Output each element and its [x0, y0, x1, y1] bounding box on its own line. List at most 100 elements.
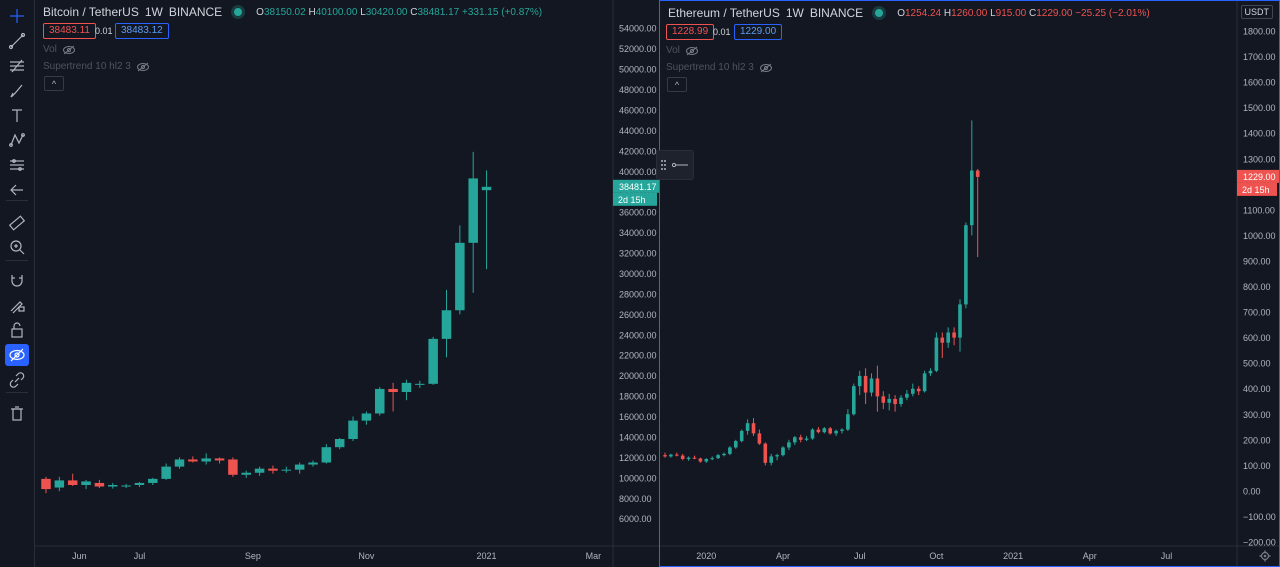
- price-tick-label: −200.00: [1243, 538, 1276, 548]
- candle-body: [704, 458, 709, 462]
- candle-body: [946, 332, 950, 343]
- lock-drawing-tool[interactable]: [5, 294, 29, 316]
- crosshair-tool[interactable]: [5, 5, 29, 27]
- collapse-legend-button[interactable]: ^: [44, 76, 64, 91]
- candle-body: [816, 429, 821, 433]
- buy-price-button[interactable]: 1229.00: [734, 24, 783, 40]
- candle-body: [375, 388, 385, 414]
- exchange-label: BINANCE: [168, 5, 223, 19]
- candle-body: [675, 454, 679, 456]
- back-arrow-icon: [10, 184, 23, 196]
- fib-retracement-icon: [10, 59, 24, 73]
- volume-indicator-legend[interactable]: Vol: [43, 44, 75, 55]
- price-tick-label: 200.00: [1243, 435, 1271, 445]
- trash-tool[interactable]: [5, 402, 29, 424]
- candle-body: [934, 337, 939, 371]
- toolbar-separator: [6, 200, 28, 201]
- ethereum-chart-canvas[interactable]: 1800.00 1700.00 1600.00 1500.00 1400.00 1300.…: [660, 1, 1279, 566]
- candle-body: [857, 375, 862, 387]
- interval-label[interactable]: 1W: [785, 6, 804, 20]
- pattern-tool[interactable]: [5, 129, 29, 151]
- candle-body: [692, 457, 697, 459]
- price-tick-label: 22000.00: [619, 351, 657, 361]
- candle-body: [734, 441, 738, 448]
- link-icon: [9, 372, 25, 388]
- brush-tool[interactable]: [5, 80, 29, 102]
- hidden-eye-icon[interactable]: [759, 63, 772, 73]
- hidden-eye-icon[interactable]: [136, 62, 149, 72]
- price-tick-label: 52000.00: [619, 44, 657, 54]
- price-tick-label: 1000.00: [1243, 231, 1276, 241]
- trend-line-tool[interactable]: [5, 30, 29, 52]
- candle-body: [922, 373, 927, 392]
- back-arrow-tool[interactable]: [5, 179, 29, 201]
- zoom-in-tool[interactable]: [5, 236, 29, 258]
- candle-body: [970, 170, 974, 226]
- last-price-value: 1229.00: [1243, 172, 1276, 182]
- last-price-label: 38481.17 2d 15h: [613, 179, 659, 206]
- candle-body: [852, 386, 856, 415]
- price-tick-label: 100.00: [1243, 461, 1271, 471]
- supertrend-indicator-legend[interactable]: Supertrend 10 hl2 3: [666, 62, 772, 73]
- candle-body: [710, 458, 714, 460]
- ohlc-values: O1254.24 H1260.00 L915.00 C1229.00 −25.2…: [897, 7, 1150, 19]
- time-tick-label: 2021: [1003, 551, 1023, 561]
- time-tick-label: Jul: [1161, 551, 1173, 561]
- supertrend-indicator-legend[interactable]: Supertrend 10 hl2 3: [43, 61, 149, 72]
- time-tick-label: Sep: [245, 551, 261, 561]
- candle-body: [840, 429, 844, 431]
- price-tick-label: 42000.00: [619, 146, 657, 156]
- zoom-in-icon: [10, 240, 25, 255]
- price-tick-label: 1100.00: [1243, 205, 1275, 215]
- change-value: +331.15 (+0.87%): [461, 6, 543, 18]
- candle-body: [739, 430, 744, 442]
- candle-body: [134, 482, 145, 485]
- indicator-label: Supertrend 10 hl2 3: [43, 61, 131, 72]
- sell-price-button[interactable]: 38483.11: [43, 23, 96, 39]
- candle-body: [348, 420, 358, 440]
- chart-pane-ethereum[interactable]: 1800.00 1700.00 1600.00 1500.00 1400.00 1300.…: [659, 0, 1280, 567]
- ruler-tool[interactable]: [5, 212, 29, 234]
- symbol-title[interactable]: Ethereum / TetherUS: [668, 6, 780, 20]
- price-tick-label: 12000.00: [619, 453, 657, 463]
- chart-pane-bitcoin[interactable]: 54000.00 52000.00 50000.00 48000.00 46000.00…: [35, 0, 659, 567]
- candle-body: [869, 378, 874, 393]
- candle-body: [228, 459, 238, 475]
- candle-body: [822, 428, 827, 433]
- candle-body: [769, 456, 773, 463]
- interval-label[interactable]: 1W: [144, 5, 163, 19]
- candle-body: [958, 304, 962, 338]
- candle-body: [81, 481, 91, 485]
- sell-price-button[interactable]: 1228.99: [666, 24, 715, 40]
- open-value: 38150.02: [263, 6, 306, 18]
- candle-body: [798, 437, 803, 440]
- currency-label[interactable]: USDT: [1240, 5, 1273, 19]
- symbol-title[interactable]: Bitcoin / TetherUS: [43, 5, 139, 19]
- price-tick-label: 600.00: [1243, 333, 1271, 343]
- gear-icon[interactable]: [1259, 550, 1271, 562]
- collapse-legend-button[interactable]: ^: [667, 77, 687, 92]
- volume-indicator-legend[interactable]: Vol: [666, 45, 698, 56]
- high-value: 40100.00: [315, 6, 358, 18]
- candle-body: [174, 459, 185, 467]
- hide-drawings-tool[interactable]: [5, 344, 29, 366]
- prediction-tool[interactable]: [5, 154, 29, 176]
- hidden-eye-icon[interactable]: [62, 45, 75, 55]
- link-tool[interactable]: [5, 369, 29, 391]
- hidden-eye-icon[interactable]: [685, 46, 698, 56]
- drag-handle-widget[interactable]: [656, 150, 694, 180]
- price-tick-label: −100.00: [1243, 512, 1276, 522]
- fib-retracement-tool[interactable]: [5, 55, 29, 77]
- brush-icon: [10, 84, 23, 98]
- bitcoin-chart-canvas[interactable]: 54000.00 52000.00 50000.00 48000.00 46000.00…: [35, 0, 659, 567]
- candle-body: [787, 442, 791, 448]
- buy-price-button[interactable]: 38483.12: [115, 23, 169, 39]
- price-tick-label: 700.00: [1243, 308, 1271, 318]
- candle-body: [188, 459, 198, 462]
- magnet-icon: [11, 275, 23, 287]
- trend-line-icon: [8, 32, 26, 50]
- magnet-tool[interactable]: [5, 269, 29, 291]
- lock-tool[interactable]: [5, 319, 29, 341]
- text-tool[interactable]: [5, 105, 29, 127]
- candle-body: [728, 447, 732, 454]
